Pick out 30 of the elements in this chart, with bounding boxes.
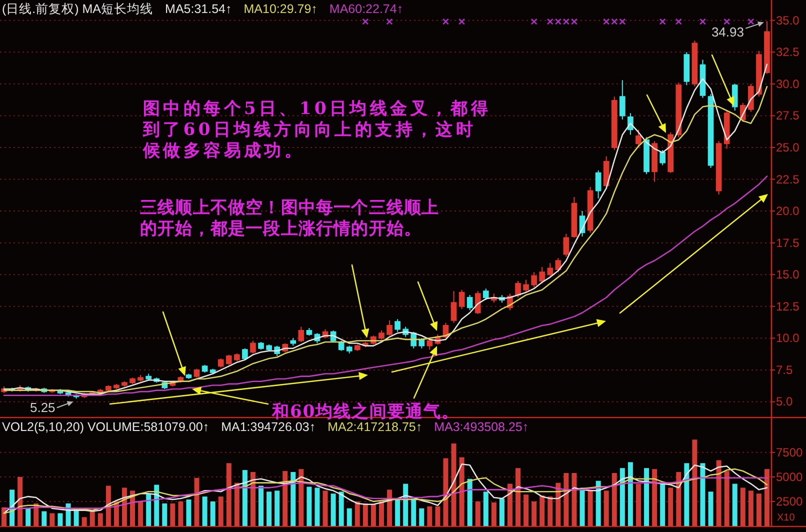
y-tick-label: 5.0 bbox=[776, 394, 794, 409]
y-tick-label: 12.5 bbox=[776, 299, 800, 314]
y-tick-label: 27.5 bbox=[776, 108, 800, 123]
annotation: 34.93 bbox=[711, 24, 744, 40]
y-tick-label: 32.5 bbox=[776, 45, 800, 60]
annotation: 5.25 bbox=[30, 400, 56, 416]
text: MA5:31.54↑ bbox=[165, 2, 232, 16]
y-tick-label: 10.0 bbox=[776, 331, 800, 346]
y-tick-label: 7.5 bbox=[776, 362, 794, 377]
y-tick-label: 30.0 bbox=[776, 76, 800, 91]
y-tick-label: 5000 bbox=[776, 470, 804, 484]
y-tick-label: 22.5 bbox=[776, 172, 800, 186]
text: MA1:394726.03↑ bbox=[221, 420, 316, 434]
y-tick-label: 15.0 bbox=[776, 268, 800, 282]
annotation: 三线顺上不做空！图中每一个三线顺上的开始，都是一段上涨行情的开始。 bbox=[140, 198, 440, 239]
chart-title: VOL2(5,10,20) VOLUME:581079.00↑ bbox=[2, 420, 210, 434]
chart-title: (日线.前复权) MA短长均线 bbox=[2, 2, 154, 16]
y-tick-label: 2500 bbox=[776, 494, 804, 508]
y-tick-label: 7500 bbox=[776, 445, 804, 460]
y-axis-title: X10 bbox=[777, 512, 796, 524]
y-tick-label: 17.5 bbox=[776, 236, 800, 250]
text: MA3:493508.25↑ bbox=[434, 420, 529, 434]
annotation: 图中的每个5日、10日均线金叉，都得到了60日均线方向向上的支持，这时候做多容易成功。 bbox=[142, 99, 492, 161]
text: MA60:22.74↑ bbox=[329, 2, 404, 16]
annotation: 和60均线之间要通气。 bbox=[271, 402, 460, 422]
text: MA10:29.79↑ bbox=[244, 2, 318, 16]
y-tick-label: 35.0 bbox=[776, 13, 800, 28]
y-tick-label: 25.0 bbox=[776, 140, 800, 154]
text: MA2:417218.75↑ bbox=[328, 420, 422, 434]
y-tick-label: 20.0 bbox=[776, 204, 800, 218]
